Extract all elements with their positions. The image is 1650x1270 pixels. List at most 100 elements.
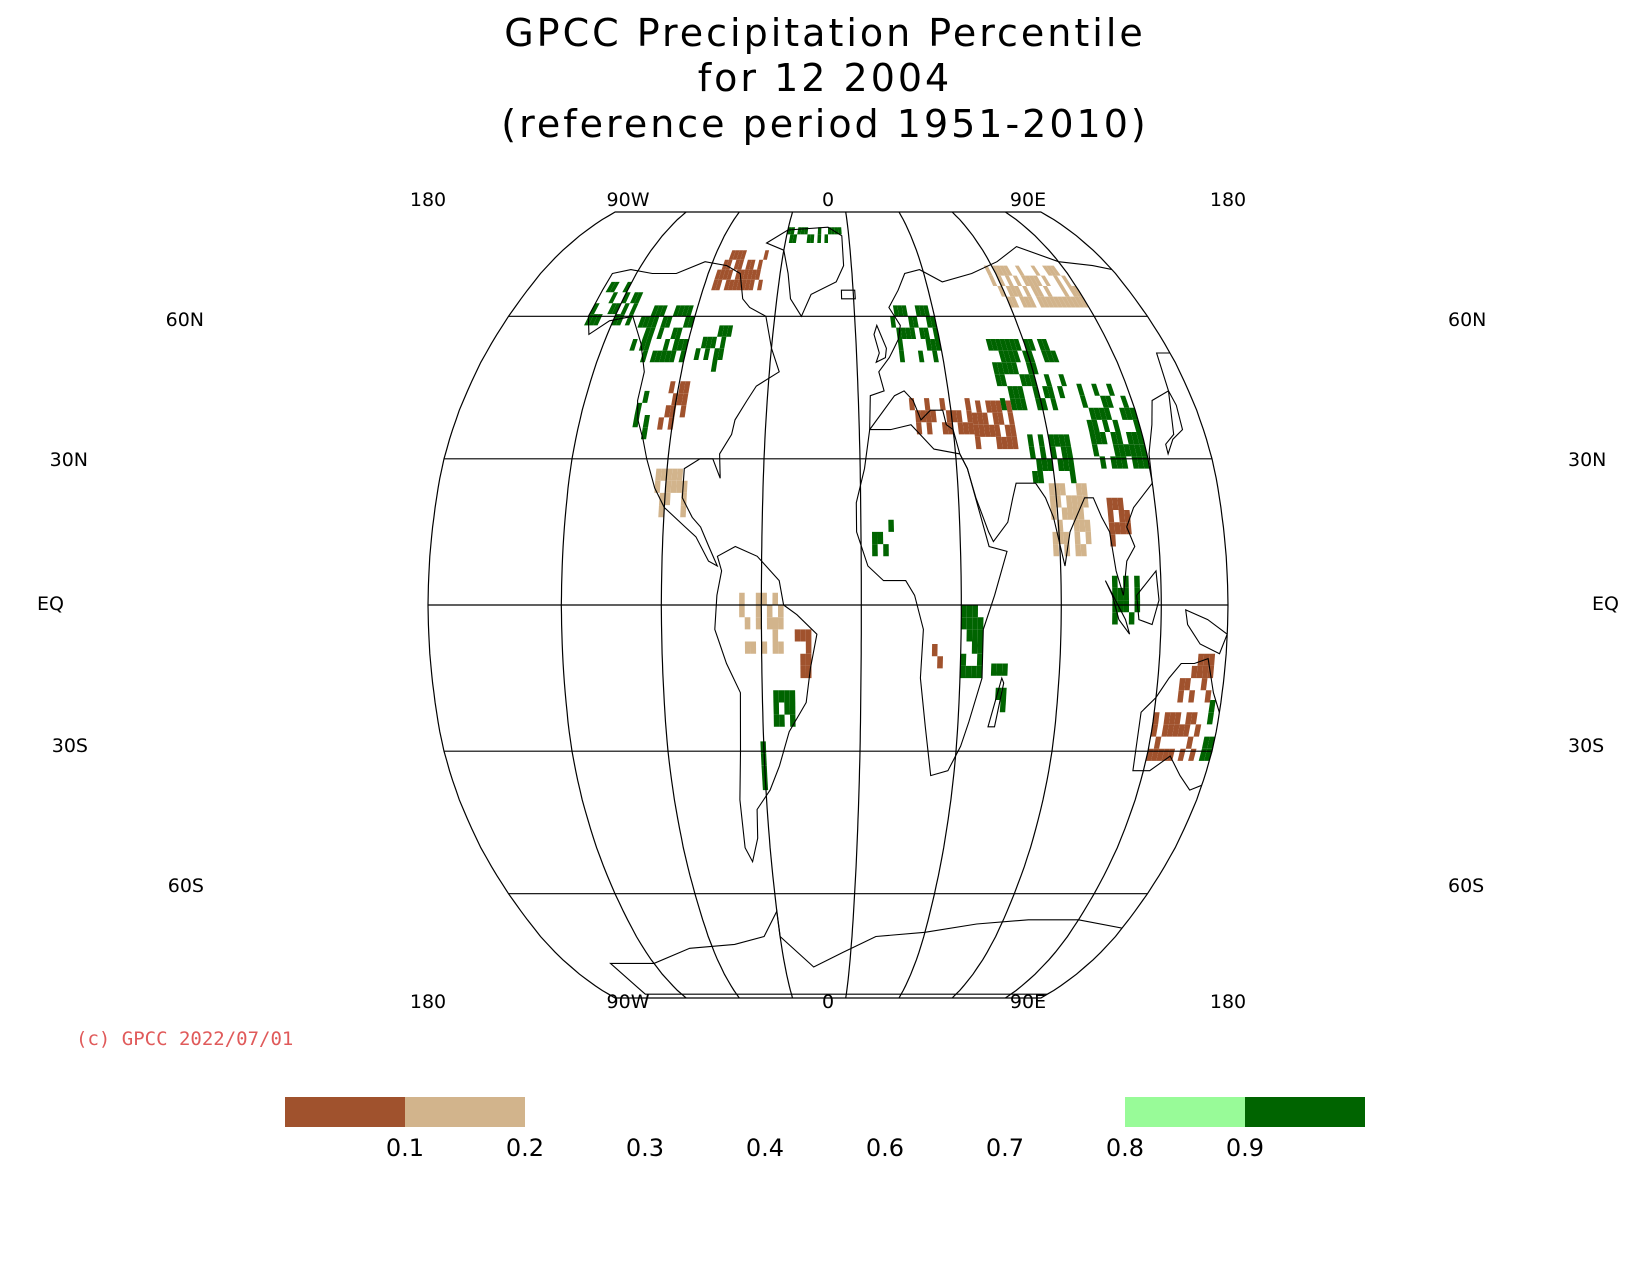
precip-cell-very-wet — [971, 665, 977, 679]
precip-cell-very-dry — [676, 393, 684, 406]
precip-cell-very-wet — [1076, 383, 1085, 396]
precip-cell-dry — [1084, 519, 1091, 532]
precip-cell-very-wet — [994, 374, 1003, 387]
precip-cell-very-wet — [677, 305, 686, 317]
precip-cell-dry — [1022, 286, 1032, 297]
precip-cell-very-wet — [810, 234, 815, 243]
right-latitude-labels: 60N 30N EQ 30S 60S — [1448, 309, 1619, 897]
precip-cell-very-dry — [930, 410, 937, 423]
precip-cell-dry — [1065, 495, 1073, 508]
precip-cell-dry — [1048, 296, 1059, 308]
precip-cell-dry — [761, 592, 767, 605]
precip-cell-dry — [997, 286, 1007, 297]
precip-cell-very-wet — [932, 327, 940, 339]
precip-cell-very-wet — [660, 316, 669, 328]
precip-cell-very-wet — [1101, 419, 1111, 432]
precip-cell-very-wet — [1120, 456, 1129, 469]
precip-cell-very-wet — [1022, 339, 1032, 351]
precip-cell-very-wet — [1079, 395, 1089, 408]
precip-cell-very-dry — [978, 424, 986, 437]
precip-cell-dry — [1071, 286, 1083, 297]
precip-cell-very-wet — [672, 305, 681, 317]
precip-cell-very-wet — [1019, 374, 1028, 387]
precip-cell-very-dry — [1145, 748, 1154, 761]
precip-cell-very-wet — [824, 234, 828, 243]
precip-cell-very-dry — [992, 412, 1000, 425]
precip-cell-very-dry — [1111, 497, 1119, 510]
precip-cell-dry — [671, 468, 678, 481]
lon-label-top-180w: 180 — [410, 189, 446, 211]
precip-cell-dry — [755, 605, 762, 618]
precip-cell-very-wet — [681, 305, 690, 317]
precip-cell-very-wet — [664, 316, 673, 328]
precip-cell-dry — [1078, 296, 1089, 308]
legend-tick-label: 0.3 — [626, 1134, 664, 1162]
precip-cell-very-dry — [1202, 665, 1209, 679]
precip-cell-very-wet — [1124, 407, 1133, 420]
precip-cell-very-wet — [899, 350, 906, 363]
precip-cell-very-wet — [646, 316, 655, 328]
precip-cell-very-dry — [931, 644, 938, 657]
precip-cell-very-dry — [966, 410, 973, 423]
precip-cell-dry — [1027, 296, 1037, 308]
precip-cell-dry — [755, 592, 762, 605]
top-longitude-labels: 180 90W 0 90E 180 — [410, 189, 1246, 211]
precip-cell-very-wet — [1008, 339, 1018, 351]
precip-cell-very-dry — [1006, 436, 1014, 450]
precip-cell-dry — [676, 480, 683, 493]
precip-cell-very-dry — [732, 250, 740, 260]
precip-cell-very-wet — [1117, 600, 1124, 613]
precip-cell-dry — [1040, 296, 1050, 308]
precip-cell-very-dry — [800, 629, 806, 642]
precip-cell-dry — [680, 505, 687, 518]
precip-cell-very-dry — [1107, 510, 1115, 523]
precip-cell-dry — [1071, 495, 1078, 508]
title-line-1: GPCC Precipitation Percentile — [504, 11, 1146, 55]
precip-cell-very-wet — [1110, 456, 1118, 469]
coastline — [855, 424, 1008, 777]
precip-cell-very-wet — [1024, 374, 1033, 387]
precip-cell-very-wet — [1009, 398, 1018, 411]
precip-cell-very-dry — [728, 250, 736, 260]
precip-cell-very-dry — [974, 436, 982, 450]
precip-cell-very-wet — [1006, 362, 1015, 375]
precip-cell-very-dry — [657, 417, 665, 430]
precip-cell-very-wet — [1041, 458, 1049, 471]
precip-cell-very-wet — [1041, 339, 1051, 351]
precip-cell-very-wet — [611, 303, 622, 315]
lat-label-right-60s: 60S — [1448, 875, 1484, 897]
precip-cell-very-wet — [1112, 419, 1121, 432]
precip-cell-very-wet — [972, 629, 978, 642]
precip-cell-dry — [1005, 286, 1015, 297]
precip-cell-very-dry — [1185, 736, 1194, 749]
precip-cell-very-dry — [745, 259, 752, 270]
precip-cell-dry — [1074, 531, 1081, 545]
precip-cell-very-wet — [792, 234, 798, 243]
precip-cell-very-wet — [901, 305, 908, 317]
precip-cell-very-wet — [637, 316, 647, 328]
precip-cell-very-dry — [1119, 522, 1127, 535]
precip-cell-very-dry — [915, 410, 922, 423]
precip-cell-very-wet — [1062, 458, 1070, 471]
precip-cell-very-wet — [1003, 350, 1012, 363]
precip-cell-very-wet — [656, 327, 665, 339]
legend-tick-label: 0.9 — [1226, 1134, 1264, 1162]
meridian-line — [951, 211, 1062, 999]
precip-cell-dry — [1077, 507, 1085, 520]
lon-label-top-90w: 90W — [607, 189, 650, 211]
precip-cell-very-wet — [1237, 812, 1248, 824]
precip-cell-very-wet — [1045, 350, 1055, 363]
precip-cell-dry — [766, 605, 773, 618]
precip-cell-very-wet — [905, 327, 912, 339]
precip-cell-very-dry — [1184, 678, 1191, 691]
precip-cell-very-wet — [651, 316, 660, 328]
precip-cell-very-wet — [634, 402, 643, 415]
precip-cell-very-wet — [1249, 788, 1259, 800]
precip-cell-very-dry — [1208, 653, 1216, 666]
precip-cell-very-wet — [1027, 434, 1035, 447]
precip-cell-very-wet — [773, 714, 780, 727]
precip-cell-very-wet — [687, 316, 695, 328]
precip-cell-very-wet — [1123, 587, 1129, 601]
precip-cell-very-dry — [1196, 665, 1203, 679]
